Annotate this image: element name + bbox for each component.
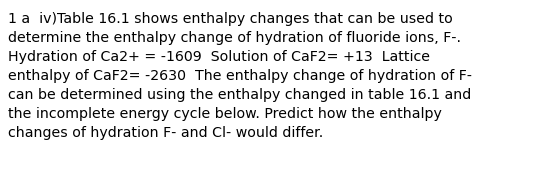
Text: 1 a  iv)Table 16.1 shows enthalpy changes that can be used to
determine the enth: 1 a iv)Table 16.1 shows enthalpy changes… — [8, 12, 472, 140]
